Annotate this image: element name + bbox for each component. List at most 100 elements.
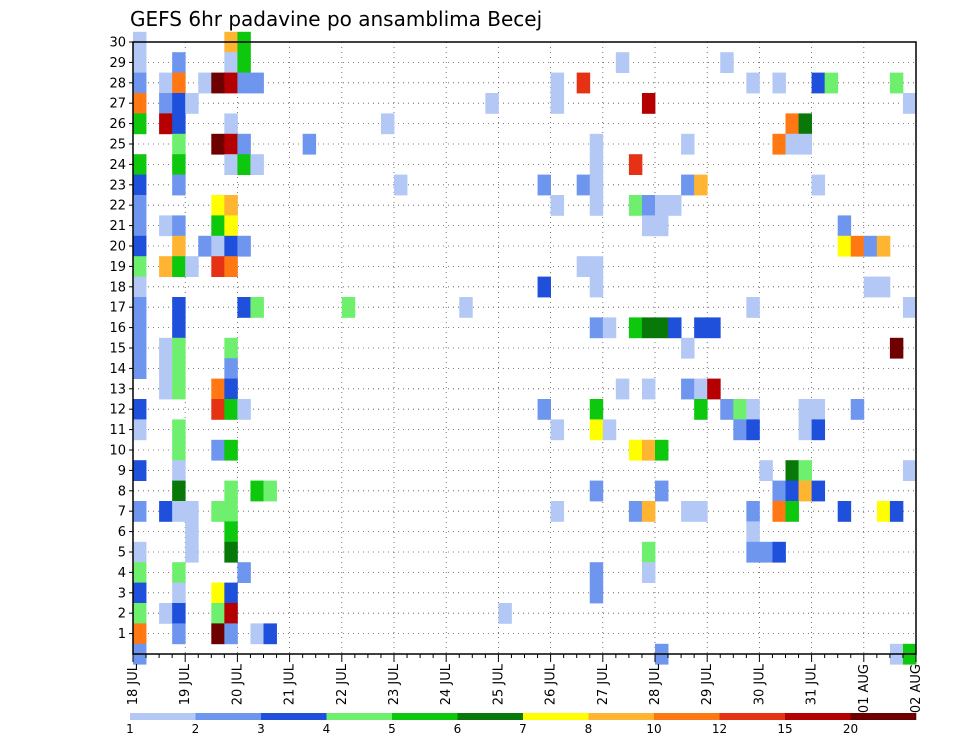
heatmap-cell <box>746 521 760 543</box>
heatmap-cell <box>185 501 199 522</box>
heatmap-cell <box>237 72 251 94</box>
heatmap-cell <box>133 623 147 645</box>
heatmap-cell <box>902 297 917 318</box>
heatmap-cell <box>198 235 212 257</box>
heatmap-cell <box>133 358 147 379</box>
heatmap-cell <box>133 93 147 114</box>
x-tick-label: 23 JUL <box>387 663 402 705</box>
heatmap-cell <box>589 582 604 604</box>
heatmap-cell <box>172 603 186 624</box>
y-tick-label: 25 <box>109 138 126 153</box>
x-tick-label: 30 JUL <box>752 663 767 705</box>
heatmap-cell <box>641 562 656 583</box>
legend-label: 4 <box>323 722 331 736</box>
heatmap-cell <box>641 501 656 522</box>
heatmap-cell <box>759 541 773 563</box>
heatmap-cell <box>263 623 277 645</box>
heatmap-cell <box>694 317 708 339</box>
heatmap-cell <box>263 480 277 502</box>
heatmap-cell <box>902 460 917 481</box>
heatmap-cell <box>224 215 238 237</box>
heatmap-cell <box>681 501 695 522</box>
heatmap-cell <box>641 378 656 400</box>
heatmap-cell <box>133 256 147 277</box>
heatmap-cell <box>224 501 238 522</box>
heatmap-cell <box>250 480 264 502</box>
heatmap-cell <box>224 378 238 400</box>
heatmap-cell <box>224 337 238 359</box>
heatmap-cell <box>172 256 186 277</box>
heatmap-cell <box>759 460 773 481</box>
heatmap-cell <box>172 378 186 400</box>
y-tick-label: 26 <box>109 117 126 132</box>
heatmap-cell <box>224 603 238 624</box>
heatmap-cell <box>250 297 264 318</box>
heatmap-cell <box>576 256 591 277</box>
heatmap-cell <box>133 113 147 135</box>
heatmap-cell <box>211 195 225 216</box>
heatmap-cell <box>785 501 799 522</box>
heatmap-cell <box>133 603 147 624</box>
heatmap-cell <box>655 195 669 216</box>
heatmap-cell <box>772 541 786 563</box>
heatmap-cell <box>133 276 147 298</box>
heatmap-cell <box>589 562 604 583</box>
heatmap-cell <box>746 72 760 94</box>
y-tick-label: 1 <box>118 627 126 642</box>
y-tick-label: 17 <box>109 301 126 316</box>
heatmap-cell <box>224 399 238 420</box>
heatmap-cell <box>211 603 225 624</box>
heatmap-cell <box>889 72 904 94</box>
heatmap-cell <box>589 154 604 175</box>
heatmap-cell <box>655 215 669 237</box>
heatmap-cell <box>876 235 891 257</box>
heatmap-cell <box>172 358 186 379</box>
heatmap-cell <box>172 419 186 441</box>
heatmap-cell <box>237 297 251 318</box>
heatmap-cell <box>589 174 604 196</box>
heatmap-cell <box>641 317 656 339</box>
heatmap-cell <box>655 480 669 502</box>
x-tick-label: 29 JUL <box>700 663 715 705</box>
heatmap-cell <box>133 235 147 257</box>
heatmap-cell <box>537 399 551 420</box>
heatmap-cell <box>772 501 786 522</box>
heatmap-cell <box>772 72 786 94</box>
y-tick-label: 19 <box>109 260 126 275</box>
heatmap-cell <box>746 399 760 420</box>
y-tick-label: 16 <box>109 321 126 336</box>
legend-swatch <box>130 713 196 720</box>
heatmap-cell <box>341 297 356 318</box>
heatmap-cell <box>589 480 604 502</box>
heatmap-cell <box>720 52 734 73</box>
heatmap-cell <box>224 133 238 155</box>
heatmap-cell <box>224 113 238 135</box>
heatmap-cell <box>589 317 604 339</box>
heatmap-cell <box>811 72 826 94</box>
y-tick-label: 29 <box>109 56 126 71</box>
x-axis: 18 JUL 19 JUL 20 JUL 21 JUL 22 JUL 23 JUL 24 J… <box>126 654 924 713</box>
heatmap-cell <box>250 72 264 94</box>
heatmap-cell <box>185 256 199 277</box>
y-tick-label: 20 <box>109 240 126 255</box>
heatmap-cell <box>589 276 604 298</box>
heatmap-cell <box>811 399 826 420</box>
heatmap-cell <box>172 72 186 94</box>
heatmap-cell <box>172 480 186 502</box>
legend-label: 7 <box>519 722 527 736</box>
heatmap-cell <box>237 133 251 155</box>
heatmap-cell <box>224 439 238 461</box>
heatmap-cell <box>159 378 173 400</box>
heatmap-cell <box>772 480 786 502</box>
heatmap-cell <box>172 562 186 583</box>
heatmap-cell <box>159 215 173 237</box>
color-legend: 1 2 3 4 5 6 7 8 10 12 15 20 <box>126 713 917 736</box>
heatmap-cell <box>159 72 173 94</box>
heatmap-cell <box>681 337 695 359</box>
heatmap-cell <box>172 501 186 522</box>
heatmap-cell <box>694 501 708 522</box>
heatmap-cell <box>641 215 656 237</box>
heatmap-cell <box>211 72 225 94</box>
heatmap-cell <box>746 419 760 441</box>
heatmap-cell <box>694 399 708 420</box>
